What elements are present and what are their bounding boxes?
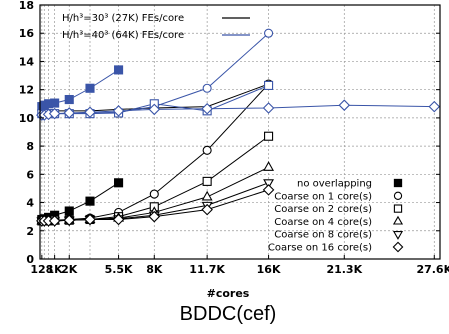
y-tick-label: 6: [26, 168, 34, 181]
x-tick-label: 27.6K: [416, 263, 449, 276]
data-point: [114, 178, 124, 188]
legend-label: H/h³=40³ (64K) FEs/core: [62, 30, 184, 41]
data-point: [428, 100, 441, 113]
data-point: [263, 179, 275, 189]
legend-label: no overlapping: [297, 179, 372, 190]
data-point: [338, 99, 351, 111]
y-tick-label: 10: [19, 112, 35, 125]
x-axis-title: #cores: [207, 287, 250, 300]
legend-label: Coarse on 1 core(s): [274, 191, 372, 202]
data-point: [149, 189, 159, 199]
data-point: [263, 161, 275, 171]
data-point: [63, 214, 76, 226]
data-point: [50, 98, 60, 108]
data-point: [262, 102, 275, 114]
y-tick-label: 4: [26, 197, 34, 210]
data-point: [202, 83, 212, 93]
legend-label: Coarse on 8 core(s): [274, 230, 372, 241]
grid: [40, 5, 440, 259]
x-tick-label: 21.3K: [326, 263, 362, 276]
y-tick-label: 8: [26, 140, 34, 153]
legend-marker: [392, 215, 404, 225]
legend-marker: [393, 204, 403, 213]
data-point: [148, 210, 161, 223]
series-11: [36, 99, 441, 121]
legend-marker: [392, 241, 404, 253]
x-tick-label: 16K: [257, 263, 281, 276]
data-point: [63, 107, 76, 119]
legend-marker: [393, 178, 403, 188]
data-point: [64, 94, 74, 105]
chart-caption: BDDC(cef): [180, 303, 277, 325]
data-point: [48, 215, 61, 227]
y-tick-label: 12: [19, 84, 34, 97]
data-point: [112, 213, 125, 226]
data-point: [64, 206, 74, 216]
data-point: [84, 213, 96, 226]
x-tick-label: 11.7K: [189, 263, 225, 276]
series-6: [36, 184, 275, 227]
data-point: [264, 80, 274, 90]
x-tick-label: 2K: [61, 263, 78, 276]
y-tick-label: 14: [19, 55, 35, 68]
series-layer: [36, 28, 441, 228]
y-tick-label: 0: [26, 253, 34, 266]
data-point: [202, 176, 212, 186]
data-point: [202, 145, 212, 155]
x-tick-label: 8K: [146, 263, 163, 276]
x-tick-label: 128: [30, 263, 53, 276]
series-8: [37, 65, 124, 112]
y-tick-label: 2: [26, 225, 34, 238]
y-tick-label: 18: [19, 0, 34, 12]
data-point: [85, 83, 95, 93]
data-point: [84, 106, 96, 119]
legend-marker: [393, 191, 403, 200]
legend-label: H/h³=30³ (27K) FEs/core: [62, 13, 184, 24]
plot-frame: [39, 4, 441, 260]
legend-label: Coarse on 16 core(s): [268, 243, 372, 254]
data-point: [85, 196, 95, 206]
data-point: [201, 102, 213, 115]
data-point: [112, 105, 125, 117]
data-point: [264, 131, 274, 141]
y-tick-label: 16: [19, 27, 35, 40]
legend-marker: [392, 231, 404, 240]
legend-top: H/h³=30³ (27K) FEs/core H/h³=40³ (64K) FE…: [62, 13, 250, 41]
data-point: [201, 203, 213, 216]
data-point: [262, 184, 275, 196]
x-tick-label: 5.5K: [105, 263, 133, 276]
data-point: [48, 107, 61, 120]
data-point: [148, 103, 161, 116]
data-point: [264, 28, 274, 38]
data-point: [114, 65, 124, 75]
x-tick-label: 1K: [47, 263, 64, 276]
legend-label: Coarse on 4 core(s): [274, 217, 372, 228]
legend-label: Coarse on 2 core(s): [274, 204, 372, 215]
data-point: [201, 190, 213, 201]
